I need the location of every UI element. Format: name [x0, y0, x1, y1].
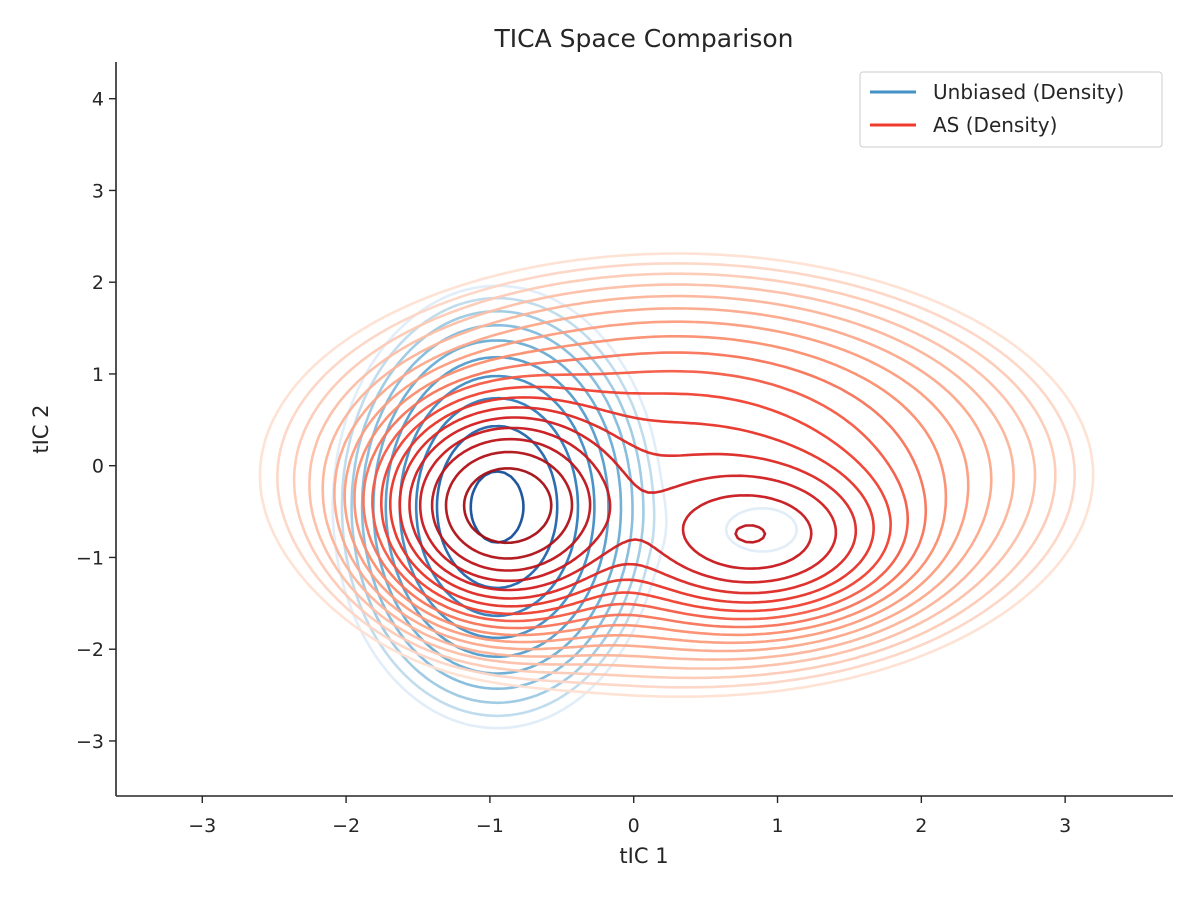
- unbiased-density-contours: [331, 284, 798, 730]
- as-contour-line: [292, 272, 1057, 680]
- as-contour-line: [444, 450, 574, 560]
- y-axis-title: tIC 2: [29, 404, 53, 453]
- x-axis-title: tIC 1: [619, 844, 668, 868]
- as-contour-line: [343, 320, 970, 645]
- legend-frame: [859, 71, 1163, 148]
- as-contour-line: [398, 406, 858, 600]
- x-ticks: −3 −2 −1 0 1 2 3: [188, 796, 1071, 837]
- legend-label-unbiased: Unbiased (Density): [933, 80, 1124, 104]
- y-tick-label: −1: [76, 547, 104, 569]
- x-tick-label: 2: [915, 815, 927, 837]
- y-ticks: −3 −2 −1 0 1 2 3 4: [76, 89, 116, 753]
- x-tick-label: 1: [771, 815, 783, 837]
- x-tick-label: 0: [628, 815, 640, 837]
- as-contour-line: [321, 294, 1015, 661]
- y-tick-label: 3: [92, 180, 104, 202]
- x-tick-label: −3: [188, 815, 216, 837]
- as-contour-line: [362, 351, 928, 630]
- as-contour-line: [418, 426, 813, 583]
- as-contour-line: [333, 307, 993, 653]
- chart-title: TICA Space Comparison: [494, 24, 794, 53]
- unbiased-contour-line: [331, 284, 798, 730]
- as-contour-line: [380, 385, 892, 616]
- x-tick-label: −2: [332, 815, 360, 837]
- as-contour-line: [308, 283, 1037, 670]
- y-tick-label: 0: [92, 456, 104, 478]
- legend-label-as: AS (Density): [933, 113, 1057, 137]
- as-contour-line: [258, 252, 1095, 698]
- as-density-contours: [258, 252, 1095, 698]
- as-contour-line: [276, 262, 1076, 689]
- y-tick-label: −2: [76, 639, 104, 661]
- as-contour-line: [408, 416, 838, 592]
- y-tick-label: 2: [92, 272, 104, 294]
- as-contour-line: [430, 437, 767, 572]
- unbiased-contour-line: [469, 470, 525, 544]
- axes: −3 −2 −1 0 1 2 3 −3 −2 −1 0 1 2 3 4: [76, 62, 1173, 837]
- y-tick-label: −3: [76, 731, 104, 753]
- x-tick-label: −1: [476, 815, 504, 837]
- as-contour-line: [389, 396, 875, 608]
- x-tick-label: 3: [1059, 815, 1071, 837]
- y-tick-label: 4: [92, 89, 104, 111]
- as-contour-line: [371, 369, 909, 623]
- y-tick-label: 1: [92, 364, 104, 386]
- as-contour-line: [353, 335, 948, 637]
- legend: Unbiased (Density) AS (Density): [859, 71, 1163, 148]
- as-contour-line: [462, 467, 553, 545]
